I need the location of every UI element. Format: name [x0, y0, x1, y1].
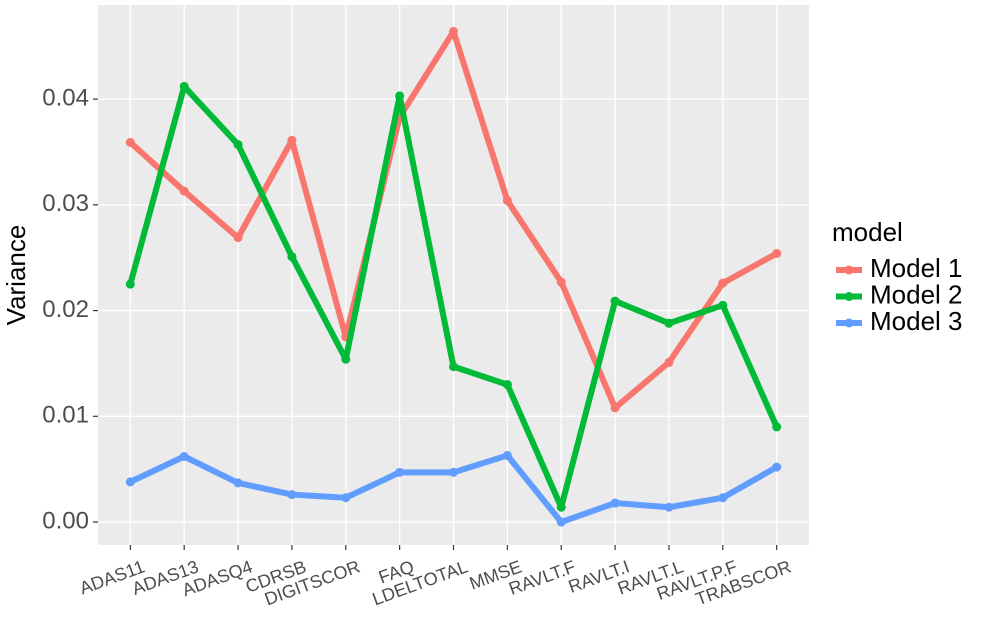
point — [502, 196, 512, 206]
point — [610, 498, 620, 508]
point — [233, 140, 243, 150]
point — [610, 403, 620, 413]
point — [341, 493, 351, 503]
point — [179, 451, 189, 461]
point — [233, 478, 243, 488]
point — [287, 252, 297, 262]
legend-title: model — [832, 217, 903, 247]
point — [287, 135, 297, 145]
point — [772, 462, 782, 472]
point — [718, 300, 728, 310]
point — [502, 380, 512, 390]
point — [395, 91, 405, 101]
point — [772, 422, 782, 432]
point — [449, 26, 458, 36]
legend-key-point — [844, 265, 854, 275]
point — [449, 362, 458, 372]
point — [233, 233, 243, 243]
point — [718, 278, 728, 288]
point — [449, 467, 458, 477]
legend-key-point — [844, 292, 854, 301]
legend-label: Model 2 — [870, 279, 963, 309]
point — [556, 277, 566, 287]
point — [718, 493, 728, 503]
point — [610, 296, 620, 306]
point — [502, 450, 512, 460]
y-tick-label: 0.04 — [42, 84, 89, 111]
point — [179, 186, 189, 196]
point — [287, 490, 297, 500]
point — [125, 279, 135, 289]
point — [772, 248, 782, 258]
y-tick-label: 0.01 — [42, 402, 89, 429]
legend-label: Model 3 — [870, 306, 963, 336]
point — [395, 467, 405, 477]
point — [556, 517, 566, 527]
legend-label: Model 1 — [870, 253, 963, 283]
point — [664, 502, 674, 512]
legend-key-point — [844, 318, 854, 328]
point — [125, 477, 135, 487]
y-axis-label: Variance — [1, 225, 31, 326]
point — [179, 81, 189, 91]
point — [125, 137, 135, 147]
point — [556, 502, 566, 512]
point — [664, 318, 674, 328]
y-tick-label: 0.00 — [42, 507, 89, 534]
y-tick-label: 0.02 — [42, 296, 89, 323]
point — [664, 357, 674, 367]
y-tick-label: 0.03 — [42, 190, 89, 217]
point — [341, 354, 351, 364]
